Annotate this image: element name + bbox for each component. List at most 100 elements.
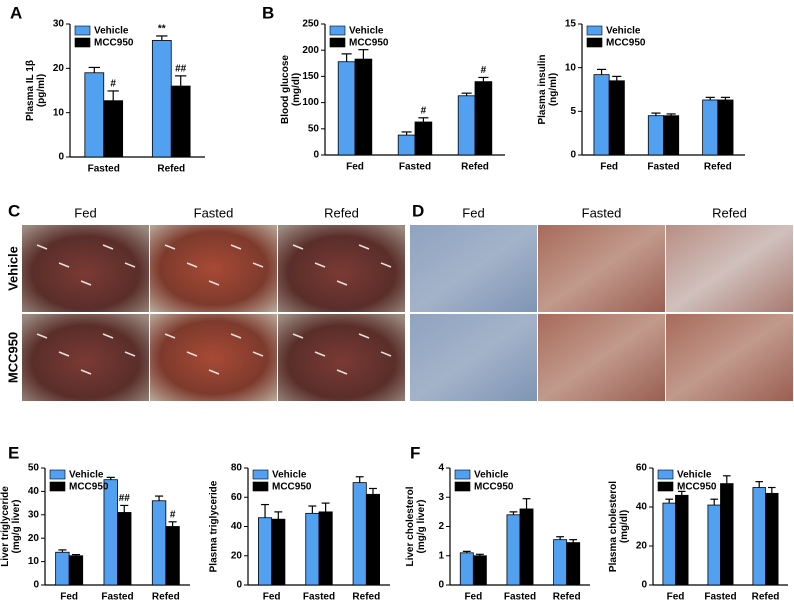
photo — [278, 225, 405, 312]
y-tick-label: 20 — [636, 541, 648, 552]
bar — [337, 61, 356, 156]
photo-detail — [102, 244, 114, 250]
y-tick-label: 150 — [302, 71, 319, 82]
bar — [117, 512, 132, 586]
photo-detail — [358, 333, 370, 339]
photo-detail — [292, 333, 304, 339]
photo — [666, 225, 793, 312]
bar — [707, 504, 721, 586]
photo-detail — [36, 244, 48, 250]
x-tick-label: Fasted — [88, 164, 120, 175]
x-tick-label: Fed — [60, 592, 78, 603]
bar — [365, 493, 380, 586]
legend-swatch — [454, 481, 471, 492]
x-tick-label: Refed — [157, 164, 185, 175]
bar — [663, 115, 680, 156]
y-tick-label: 10 — [565, 62, 577, 73]
legend-swatch — [329, 25, 346, 36]
x-tick-label: Refed — [704, 162, 732, 173]
legend-label: MCC950 — [94, 38, 134, 49]
photo-detail — [230, 333, 242, 339]
legend-swatch — [586, 25, 603, 36]
photo-detail — [380, 262, 392, 268]
legend-label: MCC950 — [606, 38, 646, 49]
y-axis-label: (mg/dl) — [619, 510, 630, 543]
legend-label: Vehicle — [606, 26, 641, 37]
bar — [151, 40, 172, 158]
y-axis-label: Liver cholesterol — [405, 486, 416, 566]
photo-detail — [380, 351, 392, 357]
photo — [410, 314, 537, 401]
photo — [150, 314, 277, 401]
legend-swatch — [586, 37, 603, 48]
bar — [352, 482, 367, 586]
x-tick-label: Fed — [600, 162, 618, 173]
bar — [151, 500, 167, 586]
legend-label: Vehicle — [69, 470, 104, 481]
bar — [354, 58, 373, 156]
y-axis-label: (mg/dl) — [291, 73, 302, 106]
y-tick-label: 40 — [28, 486, 40, 497]
bar — [675, 494, 689, 586]
column-header: Refed — [712, 205, 747, 220]
legend-swatch — [454, 469, 471, 480]
column-header: Fed — [462, 205, 484, 220]
legend-label: Vehicle — [349, 26, 384, 37]
y-tick-label: 40 — [636, 502, 648, 513]
photo-detail — [336, 280, 348, 286]
significance-label: # — [421, 105, 427, 116]
photo-detail — [102, 333, 114, 339]
x-tick-label: Fasted — [504, 592, 536, 603]
bar — [165, 526, 180, 586]
legend-swatch — [657, 469, 674, 480]
bar — [474, 81, 493, 156]
legend-label: Vehicle — [474, 470, 509, 481]
bar — [68, 555, 84, 586]
y-tick-label: 60 — [231, 492, 243, 503]
x-tick-label: Refed — [152, 592, 180, 603]
y-axis-label: Liver triglyceride — [0, 486, 11, 567]
y-axis-label: (ng/ml) — [548, 73, 559, 106]
y-tick-label: 20 — [28, 533, 40, 544]
y-axis-label: (mg/g liver) — [11, 500, 22, 554]
bar — [593, 74, 610, 156]
y-tick-label: 20 — [231, 550, 243, 561]
y-tick-label: 5 — [570, 106, 576, 117]
column-header: Fasted — [582, 205, 622, 220]
panel-label: E — [8, 443, 19, 462]
legend-label: Vehicle — [677, 470, 712, 481]
y-axis-label: Plasma triglyceride — [209, 480, 220, 572]
bar — [305, 512, 320, 586]
legend-label: Vehicle — [272, 470, 307, 481]
photo-detail — [36, 333, 48, 339]
panel-label: D — [412, 201, 424, 220]
y-tick-label: 200 — [302, 45, 319, 56]
photo-detail — [208, 280, 220, 286]
bar — [752, 487, 766, 586]
y-tick-label: 250 — [302, 19, 319, 30]
legend-label: MCC950 — [349, 38, 389, 49]
photo — [410, 225, 537, 312]
significance-label: ## — [119, 493, 131, 504]
bar — [720, 483, 734, 586]
y-axis-label: Blood glucose — [280, 55, 291, 124]
bar — [414, 121, 433, 156]
photo-detail — [124, 351, 136, 357]
legend-swatch — [49, 469, 66, 480]
y-tick-label: 3 — [438, 492, 444, 503]
y-tick-label: 0 — [58, 152, 64, 163]
photo-detail — [252, 351, 264, 357]
bar — [566, 542, 581, 586]
x-tick-label: Refed — [461, 162, 489, 173]
y-tick-label: 30 — [28, 509, 40, 520]
legend-swatch — [74, 37, 91, 48]
bar — [647, 115, 664, 156]
column-header: Fasted — [194, 205, 234, 220]
bar — [553, 539, 568, 586]
bar — [765, 492, 779, 586]
y-tick-label: 40 — [231, 521, 243, 532]
significance-label: # — [481, 65, 487, 76]
bar — [397, 134, 416, 156]
